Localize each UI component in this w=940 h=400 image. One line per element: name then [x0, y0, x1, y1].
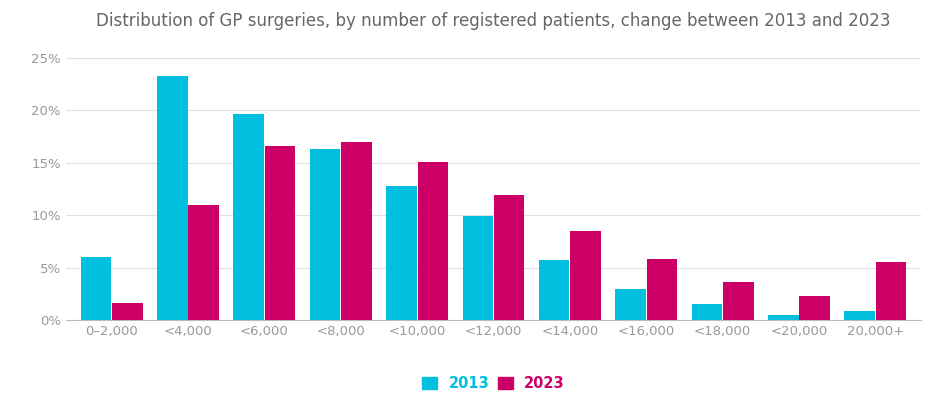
Bar: [692, 304, 722, 320]
Title: Distribution of GP surgeries, by number of registered patients, change between 2: Distribution of GP surgeries, by number …: [96, 12, 891, 30]
Bar: [157, 76, 188, 320]
Bar: [494, 195, 525, 320]
Bar: [265, 146, 295, 320]
Bar: [876, 262, 906, 320]
Bar: [233, 114, 264, 320]
Bar: [81, 257, 111, 320]
Bar: [723, 282, 754, 320]
Bar: [386, 186, 416, 320]
Legend: 2013, 2023: 2013, 2023: [422, 376, 565, 391]
Bar: [647, 259, 677, 320]
Bar: [341, 142, 371, 320]
Bar: [768, 315, 799, 320]
Bar: [571, 231, 601, 320]
Bar: [417, 162, 448, 320]
Bar: [844, 310, 875, 320]
Bar: [188, 205, 219, 320]
Bar: [616, 288, 646, 320]
Bar: [799, 296, 830, 320]
Bar: [310, 149, 340, 320]
Bar: [462, 216, 494, 320]
Bar: [539, 260, 570, 320]
Bar: [112, 303, 143, 320]
